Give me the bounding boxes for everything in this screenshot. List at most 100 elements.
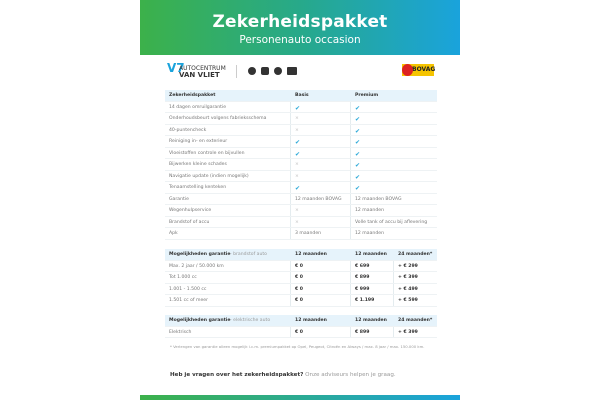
table-cell: 12 maanden BOVAG	[295, 196, 342, 202]
table-cell: 12 maanden	[355, 208, 384, 213]
table-cell: Bijwerken kleine schades	[169, 162, 227, 167]
table-row: Navigatie update (indien mogelijk) × ✔	[165, 171, 437, 182]
ds-logo-icon	[287, 67, 297, 75]
opel-logo-icon	[248, 67, 256, 75]
check-icon: ✔	[355, 173, 361, 181]
check-icon: ✔	[355, 185, 361, 192]
dealer-name-1: AUTOCENTRUM	[179, 65, 226, 72]
table-cell: + € 599	[398, 298, 418, 303]
table-cell: Vloeistoffen controle en bijvullen	[169, 150, 245, 156]
table-cell: 12 maanden	[295, 318, 327, 323]
table-cell: 24 maanden*	[398, 252, 433, 257]
table-row: 40-puntencheck × ✔	[165, 125, 437, 136]
page-title: Zekerheidspakket	[212, 12, 388, 32]
cross-icon: ×	[295, 127, 299, 133]
table-cell: Zekerheidspakket	[169, 93, 216, 98]
table-row: 1.001 - 1.500 cc € 0 € 999 + € 499	[165, 284, 437, 295]
table-cell: - elektrische auto	[230, 318, 271, 323]
table-cell: € 699	[355, 263, 370, 269]
bovag-emblem-icon	[402, 64, 413, 76]
table-cell: + € 299	[398, 263, 418, 269]
bottom-bar	[140, 395, 460, 400]
title-banner: Zekerheidspakket Personenauto occasion	[140, 0, 460, 55]
table-row: Vloeistoffen controle en bijvullen ✔ ✔	[165, 148, 437, 159]
table-cell: € 899	[355, 275, 370, 280]
table-cell: Wegenhulpservice	[169, 208, 212, 213]
table-cell: 12 maanden	[295, 252, 327, 257]
check-icon: ✔	[355, 116, 361, 123]
table-cell: Reiniging in- en exterieur	[169, 139, 228, 144]
table-cell: - brandstof auto	[230, 252, 267, 257]
table-cell: Mogelijkheden garantie	[169, 252, 231, 257]
table-row: 14 dagen omruilgarantie ✔ ✔	[165, 102, 437, 113]
table-cell: Elektrisch	[169, 329, 192, 335]
check-icon: ✔	[295, 104, 301, 112]
cross-icon: ×	[295, 173, 299, 179]
cross-icon: ×	[295, 208, 299, 213]
cross-icon: ×	[295, 116, 299, 121]
bovag-logo: BOVAG	[402, 64, 436, 76]
check-icon: ✔	[295, 139, 301, 146]
table-cell: € 1.199	[355, 298, 375, 303]
table-cell: Brandstof of accu	[169, 219, 210, 225]
table-cell: Apk	[169, 231, 178, 236]
table-row: Tenaamstelling kenteken ✔ ✔	[165, 182, 437, 194]
table-cell: € 0	[295, 263, 303, 269]
check-icon: ✔	[295, 185, 301, 192]
column-divider	[290, 249, 291, 307]
table-cell: € 0	[295, 329, 303, 335]
v-logo-icon: V7	[167, 61, 185, 75]
table-cell: 1.001 - 1.500 cc	[169, 286, 207, 292]
cross-icon: ×	[295, 162, 299, 167]
table-header-row: Mogelijkheden garantie - brandstof auto 1…	[165, 249, 437, 261]
bovag-text: BOVAG	[412, 66, 436, 73]
column-divider	[350, 315, 351, 338]
column-divider	[290, 315, 291, 338]
column-divider	[350, 249, 351, 307]
cross-icon: ×	[295, 219, 299, 225]
logo-bar: V7 AUTOCENTRUM VAN VLIET BOVAG	[167, 61, 438, 80]
check-icon: ✔	[295, 150, 301, 158]
table-cell: Navigatie update (indien mogelijk)	[169, 173, 249, 179]
table-cell: 24 maanden*	[398, 318, 433, 323]
ev-warranty-table: Mogelijkheden garantie - elektrische aut…	[165, 315, 437, 340]
table-row: Garantie 12 maanden BOVAG 12 maanden BOVAG	[165, 194, 437, 205]
table-row: Reiniging in- en exterieur ✔ ✔	[165, 136, 437, 148]
table-cell: € 999	[355, 286, 370, 292]
contact-question: Heb je vragen over het zekerheidspakket?…	[170, 372, 396, 378]
table-cell: Garantie	[169, 196, 189, 202]
check-icon: ✔	[355, 127, 361, 135]
table-cell: € 899	[355, 329, 370, 335]
table-cell: 14 dagen omruilgarantie	[169, 104, 227, 110]
table-cell: Mogelijkheden garantie	[169, 318, 231, 323]
table-row: 1.501 cc of meer € 0 € 1.199 + € 599	[165, 295, 437, 307]
table-cell: Premium	[355, 93, 379, 98]
divider	[236, 65, 237, 78]
table-header-row: Mogelijkheden garantie - elektrische aut…	[165, 315, 437, 327]
table-header-row: Zekerheidspakket Basis Premium	[165, 90, 437, 102]
question-bold: Heb je vragen over het zekerheidspakket?	[170, 372, 304, 378]
table-row: Max. 2 jaar / 50.000 km € 0 € 699 + € 299	[165, 261, 437, 272]
column-divider	[290, 90, 291, 240]
table-row: Bijwerken kleine schades × ✔	[165, 159, 437, 171]
table-cell: + € 399	[398, 329, 418, 335]
fuel-warranty-table: Mogelijkheden garantie - brandstof auto 1…	[165, 249, 437, 309]
table-cell: Tenaamstelling kenteken	[169, 185, 227, 190]
table-row: Apk 3 maanden 12 maanden	[165, 228, 437, 240]
column-divider	[393, 249, 394, 307]
table-cell: + € 399	[398, 275, 418, 280]
check-icon: ✔	[355, 150, 361, 158]
table-cell: 12 maanden	[355, 252, 387, 257]
table-cell: 1.501 cc of meer	[169, 298, 209, 303]
table-cell: 3 maanden	[295, 231, 322, 236]
citroen-logo-icon	[274, 67, 282, 75]
table-cell: € 0	[295, 286, 303, 292]
table-cell: 40-puntencheck	[169, 127, 207, 133]
column-divider	[350, 90, 351, 240]
column-divider	[393, 315, 394, 338]
check-icon: ✔	[355, 104, 361, 112]
table-row: Elektrisch € 0 € 899 + € 399	[165, 327, 437, 338]
table-row: Onderhoudsbeurt volgens fabrieksschema × ✔	[165, 113, 437, 125]
table-cell: + € 499	[398, 286, 418, 292]
table-row: Brandstof of accu × Volle tank of accu bij…	[165, 217, 437, 228]
